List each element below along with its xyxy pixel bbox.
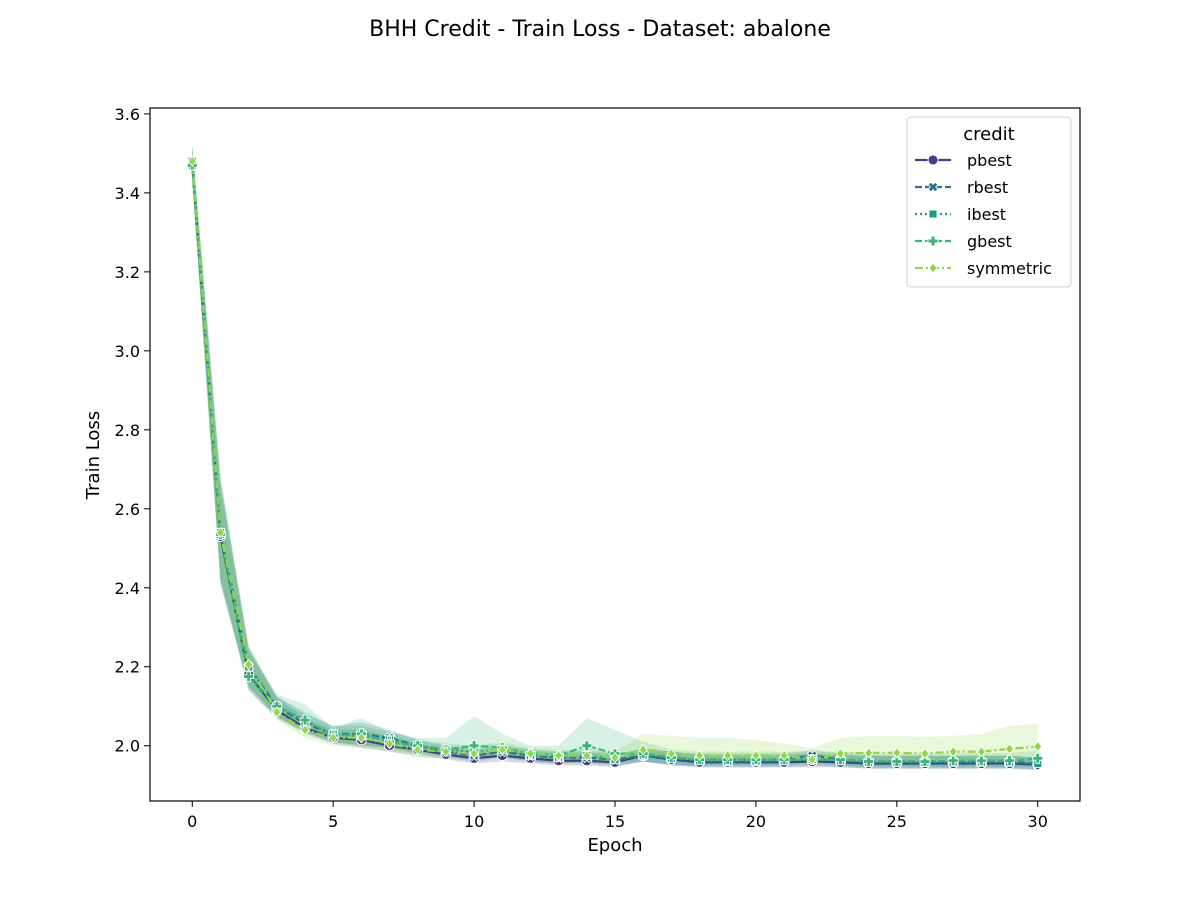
point-gbest-27 (947, 755, 959, 767)
y-tick-label: 2.8 (115, 421, 140, 440)
point-gbest-4 (299, 714, 311, 726)
x-tick-label: 5 (328, 812, 338, 831)
point-gbest-28 (975, 755, 987, 767)
point-symmetric-6 (356, 732, 366, 744)
point-symmetric-29 (1004, 743, 1015, 755)
legend-label: rbest (967, 178, 1008, 197)
point-symmetric-26 (920, 747, 930, 760)
legend: credit pbest rbest ibest gbest symmetric (906, 116, 1072, 288)
y-tick-label: 3.2 (115, 263, 140, 282)
point-symmetric-20 (751, 749, 761, 762)
legend-item-rbest: rbest (915, 178, 1008, 197)
legend-item-symmetric: symmetric (915, 259, 1052, 278)
legend-marker (927, 181, 939, 193)
point-symmetric-24 (864, 747, 874, 759)
y-axis-ticks: 2.0 2.2 2.4 2.6 2.8 3.0 3.2 3.4 3.6 (115, 105, 150, 756)
point-symmetric-30 (1033, 740, 1043, 753)
point-symmetric-28 (976, 745, 986, 758)
y-tick-label: 2.2 (115, 658, 140, 677)
point-symmetric-15 (610, 751, 620, 764)
x-tick-label: 20 (746, 812, 766, 831)
point-symmetric-10 (469, 747, 479, 760)
point-symmetric-11 (497, 743, 507, 756)
legend-label: ibest (967, 205, 1006, 224)
x-tick-label: 30 (1028, 812, 1048, 831)
legend-items: pbest rbest ibest gbest symmetric (915, 151, 1052, 278)
point-gbest-30 (1032, 752, 1044, 764)
y-tick-label: 3.4 (115, 184, 140, 203)
x-axis-ticks: 0 5 10 15 20 25 30 (187, 801, 1048, 831)
point-symmetric-12 (525, 747, 536, 760)
point-symmetric-17 (666, 747, 676, 760)
point-symmetric-8 (413, 743, 423, 756)
y-tick-label: 3.0 (115, 342, 140, 361)
point-symmetric-19 (723, 749, 733, 762)
point-gbest-14 (581, 740, 593, 752)
x-axis-label: Epoch (587, 835, 642, 856)
x-tick-label: 15 (605, 812, 625, 831)
point-symmetric-21 (779, 749, 789, 762)
point-gbest-29 (1004, 755, 1015, 767)
y-axis-label: Train Loss (83, 411, 104, 500)
point-symmetric-2 (244, 659, 254, 671)
legend-marker (928, 209, 938, 219)
legend-marker-shape (927, 181, 939, 193)
chart-title: BHH Credit - Train Loss - Dataset: abalo… (369, 17, 831, 42)
series-markers (186, 155, 1044, 771)
point-gbest-24 (863, 756, 875, 767)
point-symmetric-18 (694, 749, 705, 762)
point-symmetric-3 (272, 706, 282, 718)
x-tick-label: 10 (464, 812, 484, 831)
legend-title: credit (963, 124, 1014, 145)
point-symmetric-13 (554, 749, 564, 762)
point-symmetric-22 (807, 753, 817, 766)
point-symmetric-1 (215, 526, 226, 539)
legend-label: symmetric (967, 259, 1052, 278)
point-gbest-26 (919, 756, 931, 767)
point-symmetric-25 (892, 747, 902, 759)
point-symmetric-14 (582, 749, 592, 762)
point-symmetric-0 (187, 155, 197, 168)
point-symmetric-5 (328, 732, 338, 744)
legend-marker (927, 235, 939, 247)
point-symmetric-4 (300, 724, 310, 736)
point-symmetric-23 (835, 747, 846, 760)
point-symmetric-7 (384, 738, 395, 750)
point-gbest-2 (243, 671, 255, 683)
y-tick-label: 2.6 (115, 500, 140, 519)
y-tick-label: 2.0 (115, 737, 140, 756)
y-tick-label: 2.4 (115, 579, 140, 598)
point-gbest-25 (891, 756, 903, 767)
point-symmetric-27 (948, 745, 958, 758)
x-tick-label: 0 (187, 812, 197, 831)
point-gbest-23 (835, 754, 846, 765)
point-symmetric-9 (441, 745, 451, 758)
legend-label: pbest (967, 151, 1012, 170)
legend-item-pbest: pbest (915, 151, 1012, 170)
x-tick-label: 25 (887, 812, 907, 831)
legend-marker (928, 262, 938, 274)
legend-item-gbest: gbest (915, 232, 1012, 251)
legend-marker (927, 154, 939, 166)
point-symmetric-16 (638, 743, 648, 756)
y-tick-label: 3.6 (115, 105, 140, 124)
legend-label: gbest (967, 232, 1012, 251)
legend-item-ibest: ibest (915, 205, 1006, 224)
